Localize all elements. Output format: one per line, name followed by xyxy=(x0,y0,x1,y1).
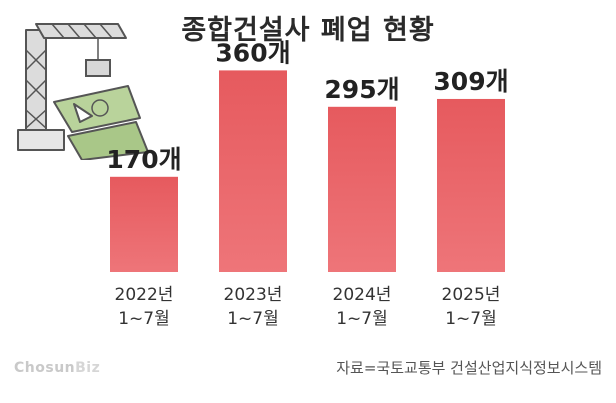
category-label-1-1: 1~7월 xyxy=(227,309,279,329)
bar-2 xyxy=(328,106,396,272)
bar-0 xyxy=(110,176,178,272)
category-label-1-0: 2023년 xyxy=(224,285,283,305)
bar-3 xyxy=(437,98,505,273)
bar-1 xyxy=(219,70,287,273)
category-labels: 2022년 1~7월 2023년 1~7월 2024년 1~7월 2025년 1~7월 xyxy=(115,285,501,329)
bars xyxy=(110,70,505,273)
category-label-2-1: 1~7월 xyxy=(336,309,388,329)
value-label-1: 360개 xyxy=(215,38,290,67)
category-label-3-1: 1~7월 xyxy=(445,309,497,329)
category-label-3-0: 2025년 xyxy=(442,285,501,305)
crane-broken-banknote-icon xyxy=(17,23,149,160)
value-label-0: 170개 xyxy=(106,145,181,174)
source-note: 자료=국토교통부 건설산업지식정보시스템 xyxy=(336,359,602,377)
category-label-0-0: 2022년 xyxy=(115,285,174,305)
chosunbiz-logo: ChosunBiz xyxy=(14,360,101,376)
value-label-2: 295개 xyxy=(324,75,399,104)
category-label-0-1: 1~7월 xyxy=(118,309,170,329)
value-labels: 170개 360개 295개 309개 xyxy=(106,38,508,173)
category-label-2-0: 2024년 xyxy=(333,285,392,305)
chart-title: 종합건설사 폐업 현황 xyxy=(181,15,435,46)
value-label-3: 309개 xyxy=(433,67,508,96)
